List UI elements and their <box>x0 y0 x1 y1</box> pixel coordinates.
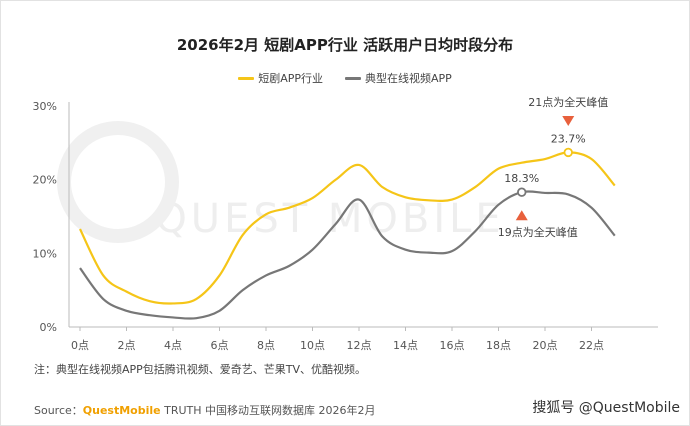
watermark-logo-ring <box>57 121 179 243</box>
x-tick-label: 16点 <box>440 339 465 352</box>
legend-swatch-short-drama <box>238 76 255 80</box>
peak-point-marker <box>563 147 573 158</box>
source-rest: TRUTH 中国移动互联网数据库 2026年2月 <box>160 404 376 417</box>
peak-point-marker <box>517 187 527 197</box>
y-tick-label: 20% <box>33 174 57 187</box>
x-tick-label: 4点 <box>164 339 182 352</box>
x-tick-label: 8点 <box>257 339 275 352</box>
legend-swatch-video <box>345 76 361 80</box>
x-tick-label: 10点 <box>300 339 325 352</box>
source-brand: QuestMobile <box>82 404 161 417</box>
x-tick-label: 0点 <box>71 339 89 352</box>
source-prefix: Source： <box>34 404 83 417</box>
y-tick-label: 10% <box>33 247 57 260</box>
y-tick-label: 0% <box>40 321 57 334</box>
legend-item-video: 典型在线视频APP <box>345 70 452 86</box>
peak-arrow-up <box>515 210 528 221</box>
x-tick-label: 22点 <box>579 339 604 352</box>
chart-title: 2026年2月 短剧APP行业 活跃用户日均时段分布 <box>176 36 514 54</box>
corner-logo: 搜狐号 @QuestMobile <box>532 400 680 416</box>
peak-value-label: 23.7% <box>551 132 586 145</box>
legend-item-short-drama: 短剧APP行业 <box>238 70 323 86</box>
peak-arrow-down <box>562 116 575 126</box>
y-tick-label: 30% <box>33 100 57 113</box>
source-line: Source：QuestMobile TRUTH 中国移动互联网数据库 2026… <box>34 402 376 418</box>
x-tick-label: 14点 <box>393 339 418 352</box>
chart-legend: 短剧APP行业 典型在线视频APP <box>0 70 690 86</box>
peak-note-label: 19点为全天峰值 <box>498 225 578 239</box>
x-tick-label: 6点 <box>211 339 229 352</box>
series-line-short-drama <box>79 151 616 305</box>
peak-value-label: 18.3% <box>504 172 539 185</box>
watermark-text: QUEST MOBILE <box>155 196 504 242</box>
legend-label-short-drama: 短剧APP行业 <box>258 72 323 85</box>
x-tick-label: 20点 <box>533 339 558 352</box>
legend-label-video: 典型在线视频APP <box>365 72 452 85</box>
x-tick-label: 2点 <box>118 339 136 352</box>
x-tick-label: 12点 <box>347 339 372 352</box>
x-tick-label: 18点 <box>486 339 511 352</box>
chart-note: 注：典型在线视频APP包括腾讯视频、爱奇艺、芒果TV、优酷视频。 <box>34 363 367 376</box>
peak-note-label: 21点为全天峰值 <box>528 95 608 109</box>
